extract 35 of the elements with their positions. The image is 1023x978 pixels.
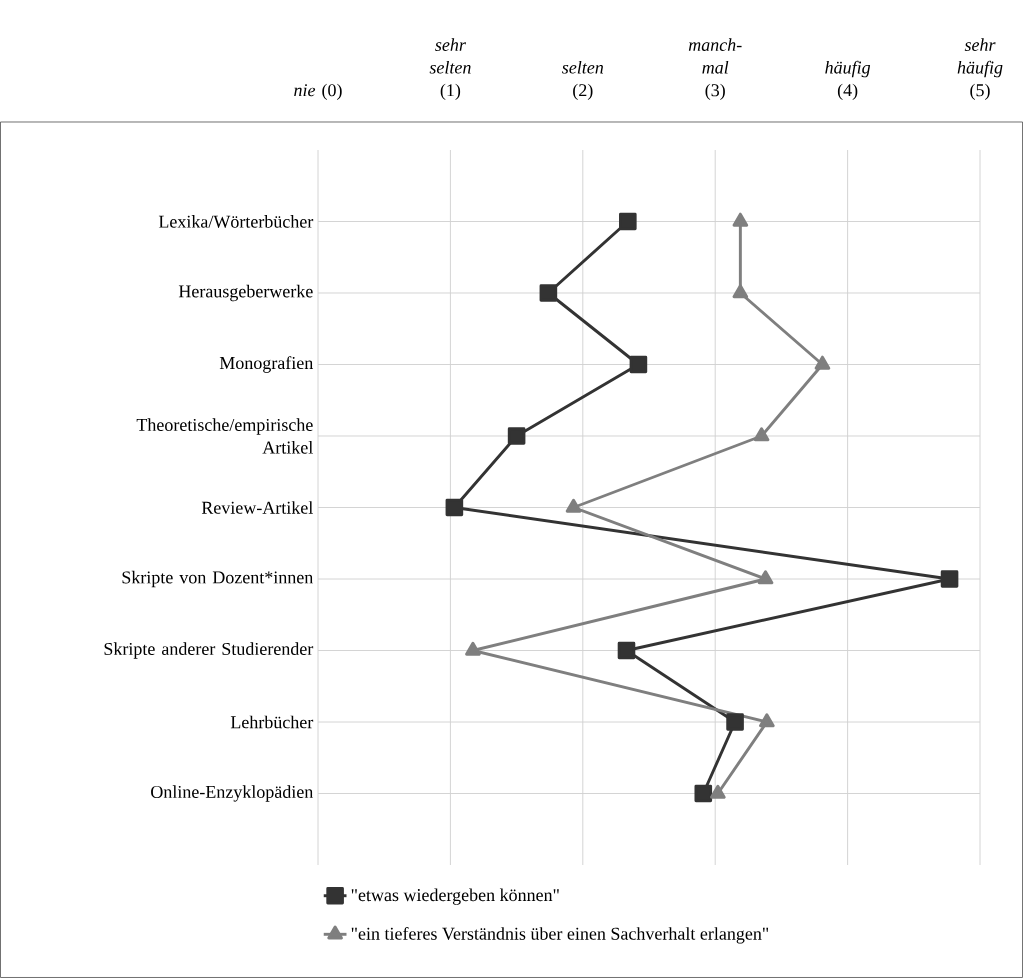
y-tick-label: Skripte anderer Studierender <box>104 642 314 659</box>
y-tick-label: Herausgeberwerke <box>178 284 313 302</box>
point <box>445 498 464 517</box>
point <box>629 355 648 374</box>
point <box>619 212 637 231</box>
x-tick-label: sehr selten (1) <box>429 38 471 100</box>
x-tick-label: sehr häufig (5) <box>957 38 1003 100</box>
y-tick-label: Lehrbücher <box>230 715 314 729</box>
point <box>726 713 744 731</box>
point <box>753 427 770 442</box>
point <box>710 784 726 799</box>
x-tick-label: selten (2) <box>562 60 604 100</box>
x-tick-label: manch-mal (3) <box>688 38 742 100</box>
point <box>732 212 749 227</box>
x-tick-label: häufig (4) <box>825 60 871 100</box>
y-tick-label: Lexika/Wörterbücher <box>158 215 314 228</box>
point <box>757 570 774 585</box>
point <box>507 427 526 445</box>
point <box>759 713 775 728</box>
y-tick-label: Theoretische/empirische Artikel <box>136 418 313 454</box>
y-tick-label: Monografien <box>219 356 314 373</box>
point <box>565 498 582 513</box>
point <box>814 355 831 370</box>
y-tick-label: Review-Artikel <box>201 501 313 514</box>
legend-label: "ein tieferes Verständnis über einen Sachverhalt erlangen" <box>351 926 769 944</box>
y-tick-label: Skripte von Dozent*innen <box>122 570 314 588</box>
point <box>940 570 959 588</box>
point <box>732 284 749 299</box>
point <box>465 641 481 656</box>
legend-label: "etwas wiedergeben können" <box>351 888 559 905</box>
x-tick-label: nie (0) <box>294 83 342 100</box>
y-tick-label: Online-Enzyklopädien <box>151 785 314 802</box>
point <box>539 284 558 302</box>
point <box>694 784 713 803</box>
point <box>617 641 636 660</box>
